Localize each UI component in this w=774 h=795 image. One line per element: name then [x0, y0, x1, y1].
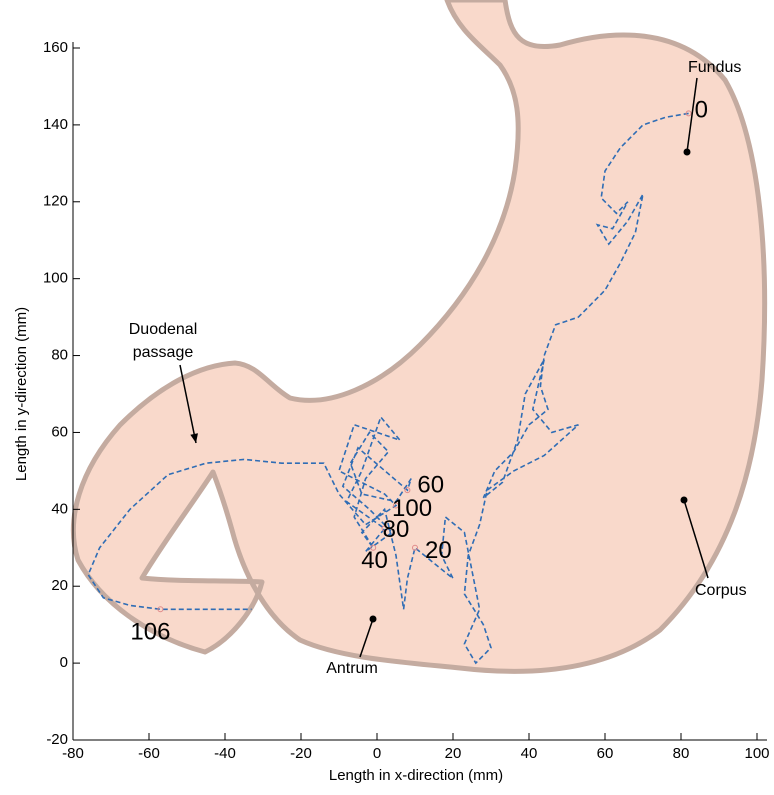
pointer-dot [369, 615, 377, 623]
y-tick-label: -20 [46, 731, 68, 748]
time-marker [393, 502, 399, 509]
annotation: Fundus [688, 59, 741, 76]
x-tick-label: 60 [597, 745, 614, 762]
y-tick-label: 20 [51, 577, 68, 594]
time-label: 60 [417, 471, 444, 498]
x-tick-label: 100 [744, 745, 769, 762]
x-tick-label: 20 [445, 745, 462, 762]
y-axis-label: Length in y-direction (mm) [13, 307, 30, 481]
x-tick-label: -40 [214, 745, 236, 762]
annotation: Corpus [695, 582, 747, 599]
x-tick-label: 40 [521, 745, 538, 762]
pointer-dot [683, 148, 691, 156]
y-tick-label: 0 [60, 654, 68, 671]
time-label: 106 [130, 619, 170, 646]
pointer-line [179, 364, 197, 444]
y-tick-label: 40 [51, 500, 68, 517]
time-marker [404, 487, 411, 494]
annotation: Antrum [326, 660, 378, 677]
annotation: passage [133, 344, 194, 361]
x-tick-label: -80 [62, 745, 84, 762]
y-tick-label: 140 [43, 116, 68, 133]
time-marker [412, 544, 418, 551]
y-tick-label: 60 [51, 423, 68, 440]
pointer-line [686, 77, 698, 153]
y-tick-label: 160 [43, 39, 68, 56]
x-tick-label: 80 [673, 745, 690, 762]
annotation: Duodenal [129, 321, 198, 338]
trajectory-line [87, 112, 689, 665]
x-axis-label: Length in x-direction (mm) [329, 767, 503, 784]
time-marker [685, 110, 692, 117]
time-label: 20 [425, 537, 452, 564]
time-label: 0 [695, 97, 708, 124]
x-tick-label: 0 [373, 745, 381, 762]
pointer-arrowhead [190, 433, 198, 443]
time-label: 40 [361, 547, 388, 574]
x-tick-label: -60 [138, 745, 160, 762]
stomach-outline [70, 0, 768, 674]
time-marker [370, 544, 377, 551]
time-label: 80 [383, 516, 410, 543]
x-tick-label: -20 [290, 745, 312, 762]
time-marker [157, 606, 164, 613]
pointer-dot [680, 496, 688, 504]
y-tick-label: 80 [51, 347, 68, 364]
y-tick-label: 120 [43, 193, 68, 210]
pointer-line [359, 618, 374, 658]
y-tick-label: 100 [43, 270, 68, 287]
pointer-line [683, 499, 709, 579]
time-marker [381, 525, 388, 532]
time-label: 100 [392, 495, 432, 522]
